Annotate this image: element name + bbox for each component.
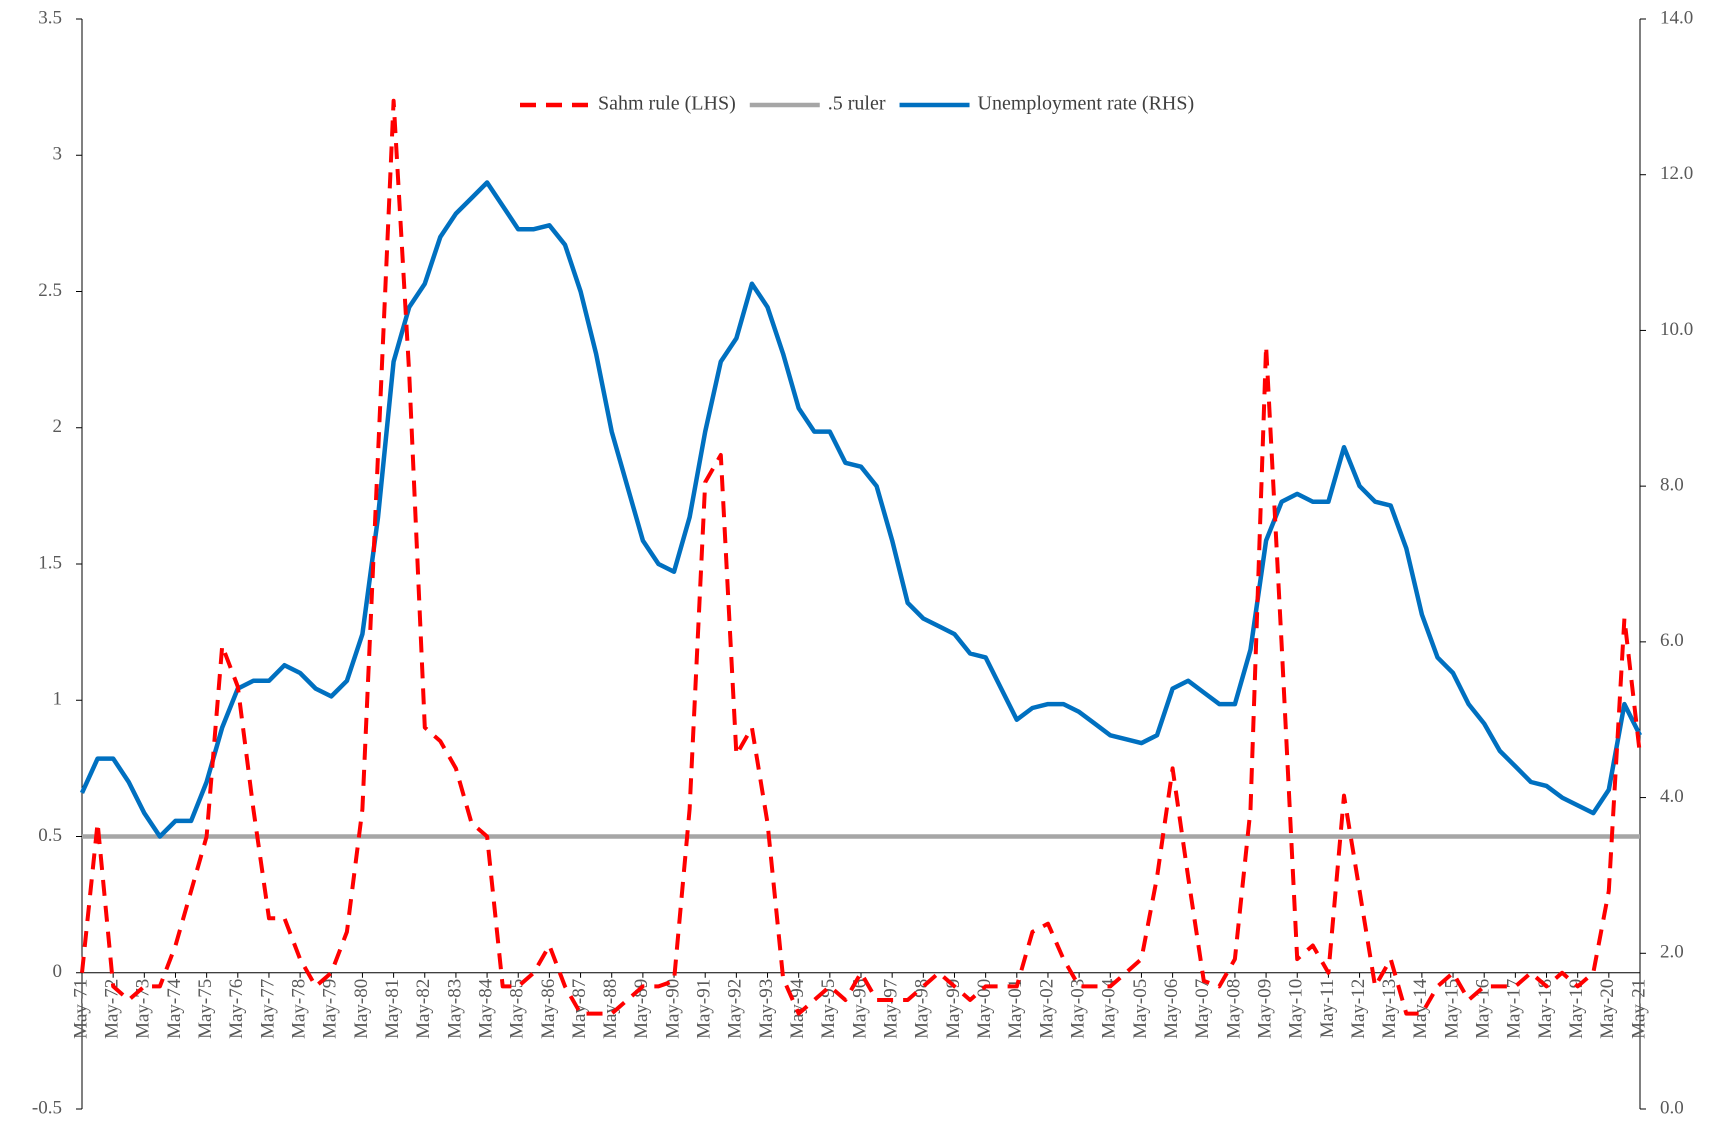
y-tick-label: 2.5 — [38, 280, 62, 301]
x-tick-label: May-80 — [351, 979, 372, 1039]
x-tick-label: May-08 — [1223, 979, 1244, 1039]
x-tick-label: May-78 — [288, 979, 309, 1039]
x-tick-label: May-76 — [226, 979, 247, 1039]
x-tick-label: May-98 — [912, 979, 933, 1039]
y2-tick-label: 8.0 — [1660, 475, 1684, 496]
legend: Sahm rule (LHS) .5 ruler Unemployment rate… — [520, 93, 1194, 115]
x-tick-label: May-09 — [1254, 979, 1275, 1039]
x-tick-label: May-85 — [507, 979, 528, 1039]
series-line — [79, 180, 1643, 839]
legend-label: Sahm rule (LHS) — [598, 93, 736, 115]
x-tick-label: May-71 — [70, 979, 91, 1039]
x-tick-label: May-73 — [133, 979, 154, 1039]
x-tick-label: May-07 — [1192, 979, 1213, 1039]
x-tick-label: May-90 — [662, 979, 683, 1039]
x-tick-label: May-88 — [600, 979, 621, 1039]
x-tick-label: May-05 — [1130, 979, 1151, 1039]
y-tick-label: 3.5 — [38, 7, 62, 28]
x-tick-label: May-72 — [102, 979, 123, 1039]
x-tick-label: May-16 — [1473, 979, 1494, 1039]
y2-tick-label: 6.0 — [1660, 630, 1684, 651]
x-tick-label: May-74 — [164, 978, 185, 1039]
y2-tick-label: 4.0 — [1660, 786, 1684, 807]
x-tick-label: May-81 — [382, 979, 403, 1039]
series-line — [80, 98, 1642, 1016]
x-tick-label: May-04 — [1099, 978, 1120, 1039]
x-tick-label: May-18 — [1535, 979, 1556, 1039]
x-tick-label: May-14 — [1410, 978, 1431, 1039]
x-tick-label: May-13 — [1379, 979, 1400, 1039]
x-tick-label: May-99 — [943, 979, 964, 1039]
x-tick-label: May-00 — [974, 979, 995, 1039]
x-tick-label: May-79 — [320, 979, 341, 1039]
legend-label: Unemployment rate (RHS) — [978, 93, 1195, 115]
y2-tick-label: 14.0 — [1660, 7, 1693, 28]
y-tick-label: 1.5 — [38, 552, 62, 573]
x-tick-label: May-21 — [1628, 979, 1649, 1039]
y-tick-label: 0 — [53, 961, 63, 982]
x-tick-label: May-19 — [1566, 979, 1587, 1039]
x-tick-label: May-92 — [725, 979, 746, 1039]
x-tick-label: May-77 — [257, 979, 278, 1039]
x-tick-label: May-82 — [413, 979, 434, 1039]
x-tick-label: May-97 — [881, 979, 902, 1039]
x-tick-label: May-10 — [1286, 979, 1307, 1039]
y2-tick-label: 12.0 — [1660, 163, 1693, 184]
y-tick-label: -0.5 — [32, 1097, 62, 1118]
x-tick-label: May-03 — [1067, 979, 1088, 1039]
x-tick-label: May-02 — [1036, 979, 1057, 1039]
x-tick-label: May-15 — [1441, 979, 1462, 1039]
y-tick-label: 0.5 — [38, 825, 62, 846]
y2-tick-label: 2.0 — [1660, 942, 1684, 963]
x-tick-label: May-84 — [475, 978, 496, 1039]
x-tick-label: May-83 — [444, 979, 465, 1039]
legend-label: .5 ruler — [828, 93, 886, 115]
x-tick-label: May-93 — [756, 979, 777, 1039]
x-tick-label: May-94 — [787, 978, 808, 1039]
y2-tick-label: 0.0 — [1660, 1097, 1684, 1118]
x-tick-label: May-86 — [538, 979, 559, 1039]
x-tick-label: May-01 — [1005, 979, 1026, 1039]
y2-tick-label: 10.0 — [1660, 319, 1693, 340]
x-tick-label: May-12 — [1348, 979, 1369, 1039]
x-tick-label: May-75 — [195, 979, 216, 1039]
x-tick-label: May-20 — [1597, 979, 1618, 1039]
y-tick-label: 3 — [53, 144, 63, 165]
y-tick-label: 2 — [53, 416, 63, 437]
x-tick-label: May-06 — [1161, 979, 1182, 1039]
x-tick-label: May-95 — [818, 979, 839, 1039]
x-tick-label: May-17 — [1504, 979, 1525, 1039]
y-tick-label: 1 — [53, 689, 63, 710]
x-tick-label: May-11 — [1317, 979, 1338, 1038]
x-tick-label: May-91 — [694, 979, 715, 1039]
x-tick-label: May-96 — [849, 979, 870, 1039]
